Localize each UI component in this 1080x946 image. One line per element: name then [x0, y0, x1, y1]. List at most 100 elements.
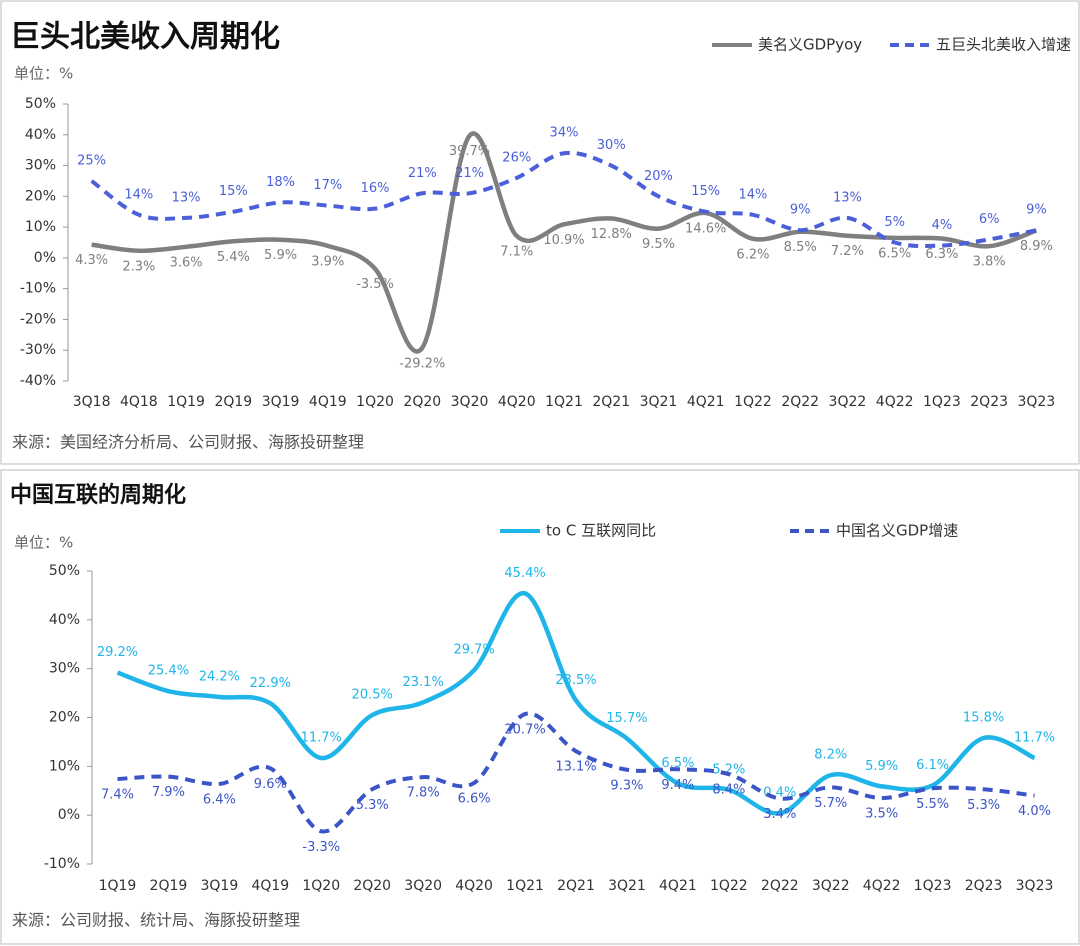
series-line: [90, 150, 1037, 249]
data-label: 45.4%: [504, 566, 545, 581]
data-label: 7.1%: [500, 245, 533, 260]
y-tick-label: 10%: [49, 758, 80, 774]
data-label: 21%: [408, 166, 437, 181]
data-label: 9%: [790, 203, 811, 218]
x-tick-label: 4Q22: [876, 394, 914, 410]
legend-label: 美名义GDPyoy: [758, 36, 862, 54]
x-tick-label: 2Q21: [557, 878, 595, 894]
y-tick-label: 40%: [49, 612, 80, 628]
data-label: 11.7%: [301, 731, 342, 746]
unit-label: 单位：%: [14, 534, 73, 552]
x-tick-label: 1Q19: [167, 394, 205, 410]
y-tick-label: -20%: [20, 311, 56, 327]
data-label: 15.8%: [963, 711, 1004, 726]
x-tick-label: 4Q19: [251, 878, 289, 894]
y-tick-label: 30%: [25, 158, 56, 174]
data-label: 17%: [313, 178, 342, 193]
x-tick-label: 3Q19: [200, 878, 238, 894]
data-label: 9%: [1026, 203, 1047, 218]
data-label: 13%: [172, 190, 201, 205]
series-line: [117, 711, 1035, 834]
legend-label: 五巨头北美收入增速: [936, 36, 1071, 54]
x-tick-label: 3Q22: [829, 394, 867, 410]
y-tick-label: -40%: [20, 373, 56, 389]
data-label: 5.7%: [814, 796, 847, 811]
data-label: 6.1%: [916, 758, 949, 773]
x-tick-label: 4Q20: [455, 878, 493, 894]
x-tick-label: 2Q22: [781, 394, 819, 410]
data-label: 14.6%: [685, 221, 726, 236]
y-tick-label: -10%: [20, 281, 56, 297]
panel-border: [0, 469, 1080, 945]
data-label: 6%: [979, 212, 1000, 227]
x-tick-label: 3Q19: [262, 394, 300, 410]
y-tick-label: 20%: [25, 188, 56, 204]
data-label: 22.9%: [250, 676, 291, 691]
data-label: 9.5%: [642, 237, 675, 252]
data-label: 20.7%: [504, 723, 545, 738]
data-label: 3.6%: [170, 255, 203, 270]
x-tick-label: 3Q21: [608, 878, 646, 894]
data-label: 9.6%: [254, 777, 287, 792]
x-tick-label: 2Q23: [965, 878, 1003, 894]
data-label: 3.4%: [763, 807, 796, 822]
x-tick-label: 2Q19: [214, 394, 252, 410]
data-label: 21%: [455, 166, 484, 181]
data-label: 8.2%: [814, 748, 847, 763]
x-tick-label: 1Q21: [545, 394, 583, 410]
data-label: 30%: [597, 138, 626, 153]
x-tick-label: 3Q18: [73, 394, 111, 410]
data-label: 15%: [219, 184, 248, 199]
y-tick-label: 10%: [25, 219, 56, 235]
data-label: 5.2%: [712, 762, 745, 777]
data-label: 3.9%: [311, 254, 344, 269]
x-tick-label: 2Q23: [970, 394, 1008, 410]
data-label: -3.5%: [356, 277, 394, 292]
data-label: 15.7%: [606, 711, 647, 726]
data-label: 18%: [266, 175, 295, 190]
data-label: 4.0%: [1018, 804, 1051, 819]
data-label: 20%: [644, 169, 673, 184]
data-label: 8.9%: [1020, 239, 1053, 254]
data-label: 8.5%: [784, 240, 817, 255]
y-tick-label: 20%: [49, 710, 80, 726]
data-label: 7.2%: [831, 244, 864, 259]
x-tick-label: 3Q20: [404, 878, 442, 894]
data-label: 13.1%: [555, 760, 596, 775]
x-tick-label: 1Q20: [302, 878, 340, 894]
data-label: 2.3%: [122, 259, 155, 274]
x-tick-label: 3Q21: [640, 394, 678, 410]
x-tick-label: 4Q21: [659, 878, 697, 894]
data-label: 11.7%: [1014, 731, 1055, 746]
data-label: 25.4%: [148, 664, 189, 679]
x-tick-label: 4Q18: [120, 394, 158, 410]
data-label: 6.5%: [661, 756, 694, 771]
data-label: 5.5%: [916, 797, 949, 812]
x-tick-label: 2Q22: [761, 878, 799, 894]
data-label: -29.2%: [399, 356, 445, 371]
data-label: 9.3%: [610, 778, 643, 793]
data-label: 24.2%: [199, 669, 240, 684]
x-tick-label: 3Q22: [812, 878, 850, 894]
series-line: [91, 131, 1038, 354]
data-label: 10.9%: [543, 233, 584, 248]
x-tick-label: 4Q20: [498, 394, 536, 410]
data-label: 15%: [691, 184, 720, 199]
data-label: 14%: [738, 187, 767, 202]
x-tick-label: 4Q19: [309, 394, 347, 410]
y-tick-label: 50%: [25, 96, 56, 112]
data-label: 26%: [502, 150, 531, 165]
chart-title: 巨头北美收入周期化: [10, 20, 280, 55]
data-label: 3.8%: [973, 255, 1006, 270]
y-tick-label: 40%: [25, 127, 56, 143]
data-label: 5.9%: [865, 759, 898, 774]
x-tick-label: 1Q20: [356, 394, 394, 410]
unit-label: 单位：%: [14, 65, 73, 83]
data-label: 8.4%: [712, 783, 745, 798]
data-label: 5.3%: [967, 798, 1000, 813]
data-label: 4%: [932, 218, 953, 233]
data-label: 39.7%: [449, 144, 490, 159]
x-tick-label: 2Q20: [353, 878, 391, 894]
y-tick-label: 30%: [49, 661, 80, 677]
